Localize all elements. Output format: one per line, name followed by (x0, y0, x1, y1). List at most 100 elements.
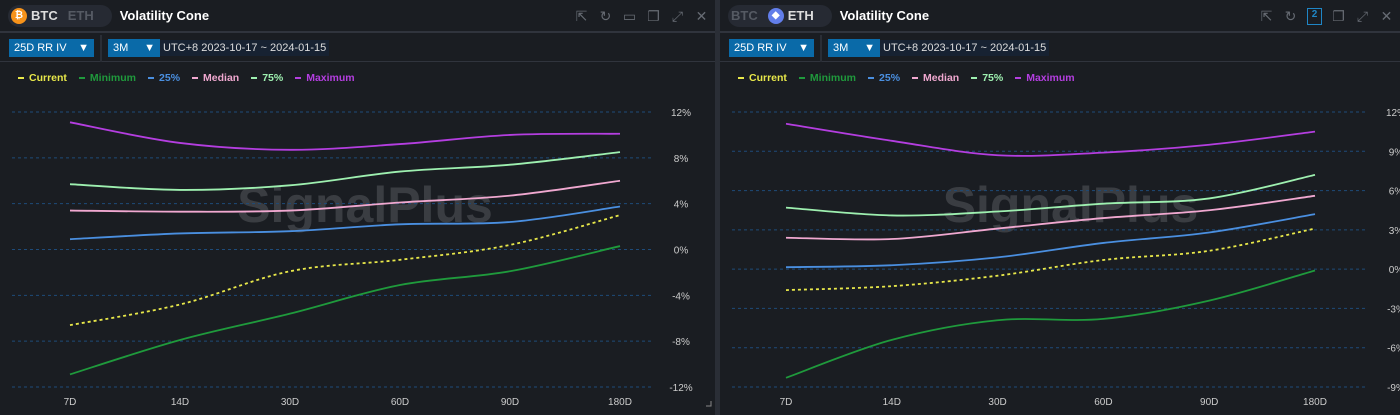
y-tick-label: -9% (1387, 383, 1400, 394)
series-line-current (785, 227, 1316, 291)
eth-volatility-cone-panel: BTC ◆ ETH Volatility Cone ⇱ ↻ 2 ❐ ⤢ ✕ 25D R… (720, 0, 1400, 415)
metric-select[interactable]: 25D RR IV ▼ (729, 39, 814, 57)
series-line-75pct (69, 151, 621, 191)
legend-swatch (148, 77, 155, 79)
y-tick-label: 0% (1389, 265, 1400, 276)
layout-count-badge[interactable]: 2 (1307, 8, 1322, 25)
x-tick-label: 30D (988, 397, 1006, 408)
coin-switch[interactable]: BTC ◆ ETH (728, 4, 832, 27)
y-tick-label: -3% (1387, 304, 1400, 315)
btc-coin-icon: ₿ (11, 7, 27, 24)
legend-item[interactable]: Current (738, 72, 787, 84)
legend-item[interactable]: Median (192, 72, 239, 84)
y-tick-label: -6% (1387, 344, 1400, 355)
x-tick-label: 180D (1303, 397, 1327, 408)
panel-title: Volatility Cone (839, 8, 930, 23)
series-line-median (69, 179, 621, 213)
legend-swatch (971, 77, 978, 79)
legend-item[interactable]: Minimum (78, 72, 136, 84)
period-select[interactable]: 3M ▼ (108, 39, 160, 57)
divider (100, 34, 102, 62)
panel-divider[interactable] (715, 0, 720, 415)
divider (820, 34, 822, 62)
panel-tools: ⇱ ↻ 2 ❐ ⤢ ✕ (1259, 8, 1394, 25)
refresh-icon[interactable]: ↻ (599, 8, 612, 24)
legend: Current Minimum 25% Median 75% Maximum (18, 72, 355, 84)
x-tick-label: 90D (501, 397, 519, 408)
legend-item[interactable]: Maximum (1015, 72, 1075, 84)
legend-item[interactable]: Minimum (798, 72, 856, 84)
panel-title: Volatility Cone (119, 8, 210, 23)
series-line-current (69, 214, 621, 327)
metric-select[interactable]: 25D RR IV ▼ (9, 39, 94, 57)
y-tick-label: 3% (1389, 226, 1400, 237)
legend-swatch (192, 77, 199, 79)
chevron-down-icon: ▼ (864, 42, 875, 54)
open-external-icon[interactable]: ⇱ (1260, 8, 1273, 24)
title-bar: BTC ◆ ETH Volatility Cone ⇱ ↻ 2 ❐ ⤢ ✕ (720, 0, 1400, 33)
legend-item[interactable]: 75% (971, 72, 1003, 84)
y-tick-label: -12% (669, 383, 692, 394)
legend-item[interactable]: 25% (148, 72, 180, 84)
x-tick-label: 30D (281, 397, 299, 408)
legend-item[interactable]: 75% (251, 72, 283, 84)
open-external-icon[interactable]: ⇱ (575, 8, 588, 24)
toolbar: 25D RR IV ▼ 3M ▼ UTC+8 2023-10-17 ~ 2024-0… (720, 34, 1400, 62)
coin-tab-btc[interactable]: ₿ BTC (11, 7, 58, 24)
y-tick-label: 12% (671, 108, 691, 119)
title-bar: ₿ BTC ETH Volatility Cone ⇱ ↻ ▭ ❐ ⤢ ✕ (0, 0, 715, 33)
legend-swatch (251, 77, 258, 79)
x-tick-label: 14D (171, 397, 189, 408)
btc-volatility-cone-panel: ₿ BTC ETH Volatility Cone ⇱ ↻ ▭ ❐ ⤢ ✕ 25D R… (0, 0, 715, 408)
close-icon[interactable]: ✕ (695, 8, 708, 24)
x-tick-label: 7D (780, 397, 793, 408)
folder-icon[interactable]: ▭ (622, 8, 637, 24)
legend-swatch (798, 77, 805, 79)
legend-swatch (868, 77, 875, 79)
period-select[interactable]: 3M ▼ (828, 39, 880, 57)
duplicate-icon[interactable]: ❐ (1332, 8, 1345, 24)
chevron-down-icon: ▼ (78, 42, 89, 54)
series-line-25pct (785, 213, 1316, 269)
chart: SignalPlus 12% 9% 6% 3% 0% -3% -6% -9% 7D 14D 30D 60… (732, 108, 1400, 408)
duplicate-icon[interactable]: ❐ (647, 8, 660, 24)
series-line-maximum (69, 121, 621, 151)
y-tick-label: -4% (672, 291, 690, 302)
watermark: SignalPlus (943, 177, 1199, 233)
coin-switch[interactable]: ₿ BTC ETH (8, 4, 112, 27)
resize-handle[interactable] (706, 401, 712, 407)
series-line-median (785, 194, 1316, 241)
coin-tab-eth[interactable]: ◆ ETH (767, 7, 814, 24)
refresh-icon[interactable]: ↻ (1284, 8, 1297, 24)
y-tick-label: 0% (674, 246, 689, 257)
legend-swatch (78, 77, 85, 79)
y-tick-label: 8% (674, 154, 689, 165)
legend-item[interactable]: Maximum (295, 72, 355, 84)
toolbar: 25D RR IV ▼ 3M ▼ UTC+8 2023-10-17 ~ 2024-0… (0, 34, 715, 62)
eth-coin-icon: ◆ (767, 7, 784, 24)
chevron-down-icon: ▼ (798, 42, 809, 54)
series-line-minimum (785, 269, 1316, 379)
y-tick-label: 6% (1389, 187, 1400, 198)
y-tick-label: -8% (672, 337, 690, 348)
y-tick-label: 9% (1389, 147, 1400, 158)
expand-icon[interactable]: ⤢ (671, 8, 684, 24)
y-tick-label: 12% (1386, 108, 1400, 119)
legend-swatch (18, 77, 24, 79)
x-tick-label: 90D (1200, 397, 1218, 408)
close-icon[interactable]: ✕ (1380, 8, 1393, 24)
panel-tools: ⇱ ↻ ▭ ❐ ⤢ ✕ (574, 8, 709, 25)
legend-swatch (912, 77, 919, 79)
legend-item[interactable]: 25% (868, 72, 900, 84)
series-line-75pct (785, 173, 1316, 217)
legend-item[interactable]: Current (18, 72, 67, 84)
coin-tab-btc[interactable]: BTC (731, 8, 758, 23)
series-line-minimum (69, 245, 621, 376)
expand-icon[interactable]: ⤢ (1356, 8, 1369, 24)
x-tick-label: 14D (883, 397, 901, 408)
series-line-25pct (69, 205, 621, 241)
legend-item[interactable]: Median (912, 72, 959, 84)
coin-tab-eth[interactable]: ETH (67, 8, 94, 23)
legend-swatch (295, 77, 302, 79)
legend: Current Minimum 25% Median 75% Maximum (738, 72, 1075, 84)
